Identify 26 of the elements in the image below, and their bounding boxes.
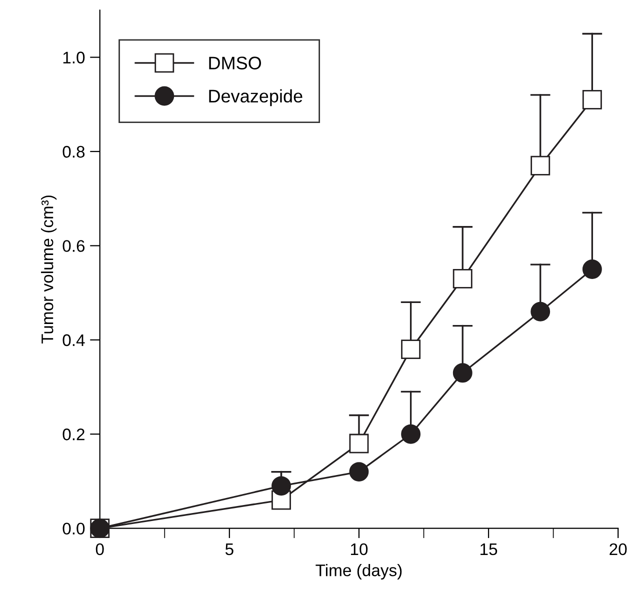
- y-tick-label: 0.0: [62, 522, 85, 535]
- x-tick-label: 15: [480, 544, 498, 556]
- x-axis-title: Time (days): [316, 564, 402, 580]
- x-tick-label: 5: [225, 544, 234, 556]
- point: [349, 434, 369, 454]
- point: [530, 302, 550, 322]
- point: [272, 476, 291, 496]
- point: [401, 424, 421, 444]
- y-tick-label: 0.6: [62, 240, 85, 252]
- point: [452, 363, 472, 383]
- y-axis-title: Tumor volume (cm³): [41, 196, 57, 344]
- legend-label: DMSO: [209, 56, 262, 70]
- y-tick-label: 0.2: [62, 428, 84, 440]
- x-tick-label: 20: [610, 543, 627, 556]
- y-tick-label: 0.4: [62, 334, 85, 346]
- point: [530, 156, 550, 176]
- x-tick-label: 10: [350, 543, 368, 556]
- y-tick-label: 0.8: [62, 146, 85, 158]
- legend-label: Devazepide: [209, 89, 302, 106]
- point: [452, 268, 472, 288]
- point: [582, 260, 602, 279]
- point: [349, 462, 369, 482]
- y-tick-label: 1.0: [63, 52, 85, 64]
- point: [582, 90, 602, 110]
- x-tick-label: 0: [96, 543, 104, 556]
- point: [401, 340, 421, 360]
